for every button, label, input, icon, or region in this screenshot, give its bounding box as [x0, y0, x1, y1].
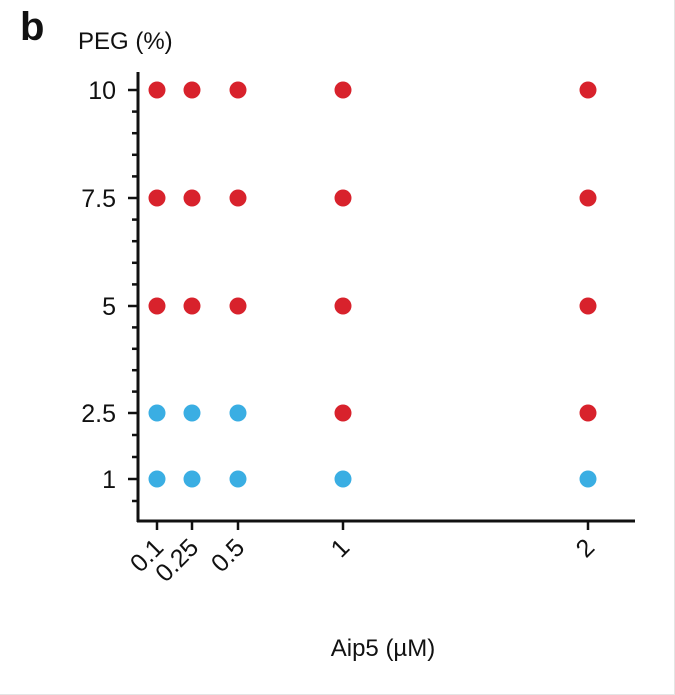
data-point: [579, 189, 597, 207]
data-point: [148, 404, 166, 422]
y-tick-label: 5: [102, 293, 116, 321]
data-point: [334, 297, 352, 315]
data-point: [183, 404, 201, 422]
x-axis-title: Aip5 (µM): [331, 635, 436, 662]
data-point: [183, 297, 201, 315]
data-point: [229, 404, 247, 422]
data-point: [334, 404, 352, 422]
data-point: [183, 470, 201, 488]
data-point: [334, 189, 352, 207]
y-tick-label: 7.5: [81, 185, 116, 213]
data-point: [229, 470, 247, 488]
x-tick-label: 2: [571, 533, 601, 563]
y-tick-label: 10: [88, 77, 116, 105]
panel-letter: b: [20, 5, 45, 49]
x-tick-label: 1: [326, 533, 356, 563]
data-points: [148, 81, 597, 488]
data-point: [148, 81, 166, 99]
data-point: [229, 81, 247, 99]
data-point: [334, 81, 352, 99]
data-point: [148, 297, 166, 315]
y-axis-title: PEG (%): [78, 28, 173, 55]
x-tick-label: 0.25: [150, 533, 204, 587]
data-point: [148, 470, 166, 488]
data-point: [229, 189, 247, 207]
y-tick-label: 1: [102, 466, 116, 494]
data-point: [183, 81, 201, 99]
data-point: [183, 189, 201, 207]
data-point: [579, 470, 597, 488]
x-tick-labels: 0.10.25 0.5 1 2: [125, 533, 600, 587]
data-point: [579, 81, 597, 99]
y-tick-labels: 1 2.5 5 7.5 10: [81, 77, 116, 494]
data-point: [579, 297, 597, 315]
axes: [128, 72, 635, 530]
data-point: [579, 404, 597, 422]
data-point: [229, 297, 247, 315]
data-point: [334, 470, 352, 488]
data-point: [148, 189, 166, 207]
y-tick-label: 2.5: [81, 400, 116, 428]
x-tick-label: 0.5: [206, 533, 250, 577]
